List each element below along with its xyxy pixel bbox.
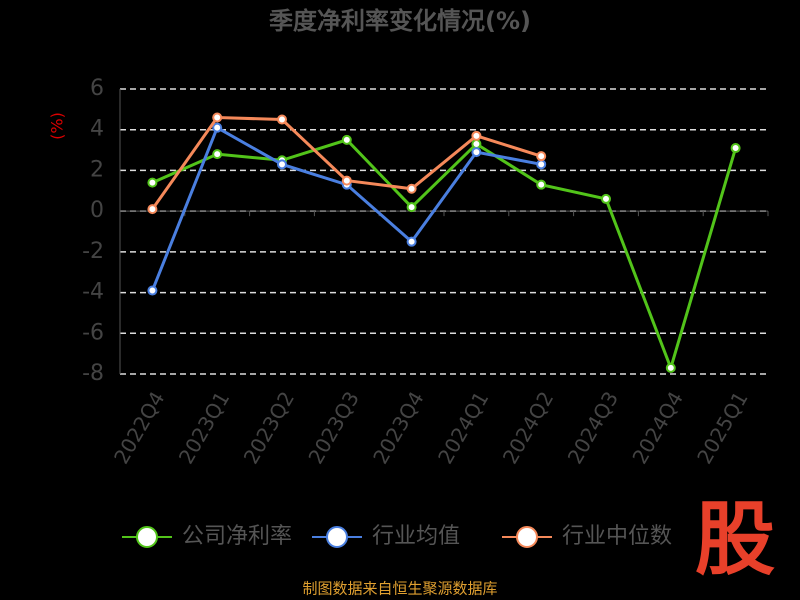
- y-tick-label: -4: [82, 280, 104, 305]
- y-tick-label: -8: [82, 361, 104, 386]
- data-point: [471, 147, 482, 158]
- legend-marker: [326, 526, 348, 548]
- y-tick-label: 0: [90, 198, 104, 223]
- y-tick-label: 6: [90, 76, 104, 101]
- data-point: [406, 183, 417, 194]
- source-note: 制图数据来自恒生聚源数据库: [302, 580, 497, 598]
- data-point: [730, 143, 741, 154]
- y-tick-label: -6: [82, 320, 104, 345]
- data-point: [147, 285, 158, 296]
- x-tick-label: 2022Q4: [109, 387, 169, 468]
- data-point: [341, 175, 352, 186]
- legend-marker: [136, 526, 158, 548]
- legend-label: 行业均值: [372, 524, 460, 549]
- series-line: [151, 125, 542, 292]
- data-point: [536, 159, 547, 170]
- data-point: [212, 122, 223, 133]
- data-point: [536, 151, 547, 162]
- data-point: [147, 177, 158, 188]
- series-line: [151, 115, 542, 210]
- x-tick-label: 2023Q1: [174, 387, 234, 468]
- y-tick-label: 2: [90, 157, 104, 182]
- x-tick-label: 2024Q2: [498, 387, 558, 468]
- series-line: [151, 138, 738, 373]
- data-point: [277, 114, 287, 125]
- data-point: [471, 138, 482, 149]
- data-point: [665, 362, 676, 373]
- data-point: [277, 159, 287, 170]
- x-tick-label: 2023Q4: [368, 387, 428, 468]
- x-tick-label: 2024Q4: [627, 387, 687, 468]
- data-point: [536, 179, 547, 190]
- data-point: [406, 202, 417, 213]
- y-tick-label: -2: [82, 239, 104, 264]
- data-point: [341, 134, 352, 145]
- data-point: [212, 112, 223, 123]
- data-point: [147, 204, 158, 215]
- x-tick-label: 2024Q3: [563, 387, 623, 468]
- y-tick-label: 4: [90, 117, 104, 142]
- legend-marker: [516, 526, 538, 548]
- x-tick-label: 2024Q1: [433, 387, 493, 468]
- x-tick-label: 2023Q2: [239, 387, 299, 468]
- data-point: [406, 236, 417, 247]
- data-point: [601, 193, 611, 204]
- logo: 股: [695, 493, 775, 586]
- chart-title: 季度净利率变化情况(%): [269, 7, 531, 35]
- y-axis-label: (%): [48, 112, 67, 140]
- legend-label: 公司净利率: [182, 524, 292, 549]
- data-point: [471, 130, 482, 141]
- data-point: [212, 149, 223, 160]
- legend-label: 行业中位数: [562, 524, 672, 549]
- x-tick-label: 2023Q3: [303, 387, 363, 468]
- x-tick-label: 2025Q1: [692, 387, 752, 468]
